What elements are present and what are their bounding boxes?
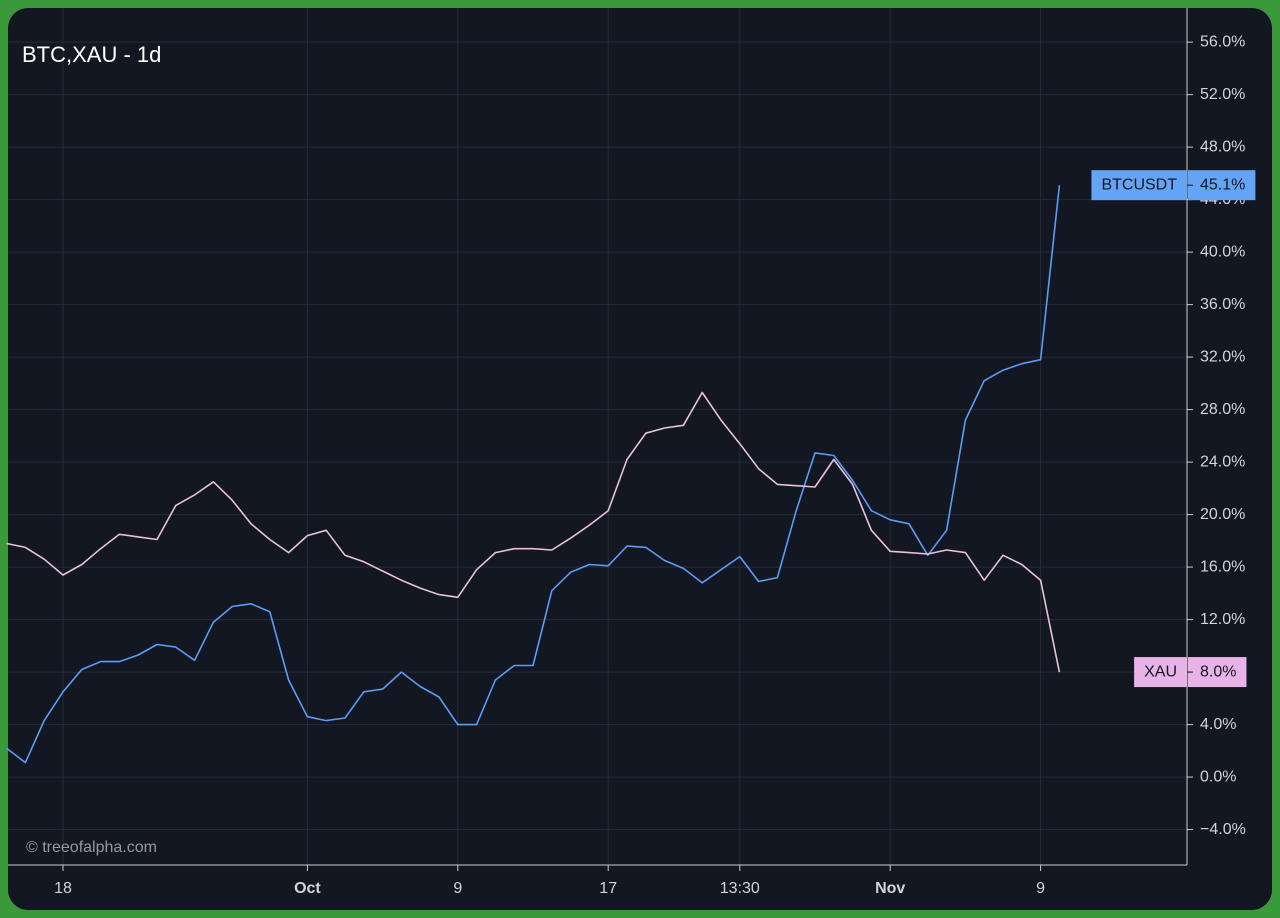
series-name-label: XAU	[1144, 663, 1177, 680]
series-name-box	[1134, 657, 1187, 688]
y-tick-label: 36.0%	[1200, 296, 1245, 313]
x-tick-label: Nov	[875, 880, 905, 897]
value-label-box	[1188, 170, 1256, 201]
x-tick-label: 17	[599, 880, 617, 897]
x-tick-label: 18	[54, 880, 72, 897]
series-lines	[6, 185, 1061, 764]
y-tick-label: 12.0%	[1200, 611, 1245, 628]
y-tick-label: 20.0%	[1200, 506, 1245, 523]
chart-title: BTC,XAU - 1d	[22, 42, 161, 67]
value-label: 45.1%	[1200, 176, 1245, 193]
grid	[8, 8, 1193, 871]
y-tick-label: 40.0%	[1200, 243, 1245, 260]
y-tick-label: 28.0%	[1200, 401, 1245, 418]
labels: −4.0% 0.0% 4.0% 8.0% 12.0% 16.0% 20.0% 24.0% 28.…	[54, 33, 1256, 897]
y-tick-label: 16.0%	[1200, 558, 1245, 575]
y-tick-label: 52.0%	[1200, 86, 1245, 103]
x-tick-label: Oct	[294, 880, 321, 897]
x-tick-label: 9	[1036, 880, 1045, 897]
series-line	[6, 391, 1061, 673]
series-name-label: BTCUSDT	[1101, 176, 1177, 193]
y-tick-label: 32.0%	[1200, 348, 1245, 365]
y-tick-label: 4.0%	[1200, 716, 1236, 733]
panel	[8, 8, 1272, 910]
y-tick-label: 56.0%	[1200, 33, 1245, 50]
y-tick-label: −4.0%	[1200, 821, 1246, 838]
value-label-box	[1188, 657, 1247, 688]
y-tick-label: 0.0%	[1200, 768, 1236, 785]
series-name-box	[1091, 170, 1187, 201]
y-tick-label: 24.0%	[1200, 453, 1245, 470]
watermark: © treeofalpha.com	[26, 839, 157, 856]
series-line	[6, 185, 1061, 764]
value-label: 8.0%	[1200, 663, 1236, 680]
x-tick-label: 13:30	[720, 880, 760, 897]
x-tick-label: 9	[453, 880, 462, 897]
y-tick-label: 48.0%	[1200, 138, 1245, 155]
